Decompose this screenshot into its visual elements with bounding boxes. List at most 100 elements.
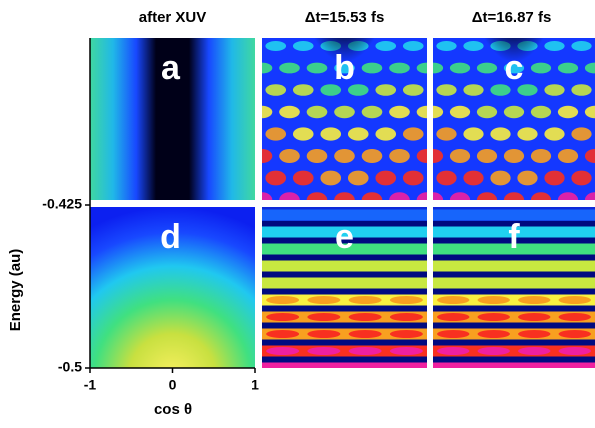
x-tick-label: 1 (251, 377, 259, 393)
heatmap-band (433, 243, 595, 255)
heatmap-blob (265, 127, 287, 141)
y-tick-label: -0.5 (58, 359, 82, 375)
heatmap-blob (477, 330, 510, 338)
panel-label: f (508, 218, 520, 256)
x-tick-label: -1 (84, 377, 97, 393)
heatmap-blob (262, 105, 273, 119)
heatmap-blob (307, 296, 341, 304)
heatmap-blob (437, 364, 470, 368)
heatmap-blob (530, 149, 552, 163)
heatmap-blob (437, 313, 470, 321)
heatmap-blob (292, 127, 314, 141)
heatmap-blob (449, 105, 471, 119)
heatmap-blob (584, 192, 595, 200)
heatmap-blob (503, 192, 525, 200)
y-tick-label: -0.425 (42, 196, 82, 212)
heatmap-blob (518, 296, 551, 304)
panel-label: b (334, 49, 355, 87)
heatmap-band (433, 345, 595, 357)
heatmap-blob (279, 105, 300, 119)
heatmap-blob (477, 347, 510, 355)
heatmap-blob (433, 62, 444, 74)
heatmap-blob (530, 192, 552, 200)
heatmap-blob (361, 192, 383, 200)
heatmap-band (433, 328, 595, 340)
heatmap-blob (433, 149, 444, 163)
heatmap-blob (477, 313, 510, 321)
heatmap-band (262, 277, 427, 289)
heatmap-panel (262, 38, 427, 200)
heatmap-blob (571, 41, 592, 51)
heatmap-blob (584, 149, 595, 163)
heatmap-panel (262, 207, 427, 368)
heatmap-blob (389, 192, 410, 200)
heatmap-blob (433, 105, 444, 119)
heatmap-blob (437, 330, 470, 338)
heatmap-band (433, 277, 595, 289)
heatmap-dark (298, 38, 391, 160)
heatmap-dark (468, 38, 560, 160)
heatmap-blob (518, 330, 551, 338)
heatmap-blob (557, 105, 579, 119)
heatmap-blob (320, 170, 342, 186)
heatmap-blob (348, 313, 382, 321)
heatmap-band (262, 345, 427, 357)
heatmap-blob (584, 62, 595, 74)
heatmap-blob (584, 105, 595, 119)
panel-label: d (160, 218, 181, 256)
heatmap-band (262, 260, 427, 272)
heatmap-blob (279, 62, 300, 74)
heatmap-blob (265, 170, 287, 186)
heatmap-blob (389, 364, 423, 368)
heatmap-blob (571, 170, 592, 186)
heatmap-blob (307, 347, 341, 355)
heatmap-blob (306, 149, 328, 163)
heatmap-blob (292, 170, 314, 186)
heatmap-blob (265, 84, 287, 96)
heatmap-blob (402, 41, 424, 51)
heatmap-blob (436, 170, 457, 186)
x-axis-label: cos θ (154, 401, 192, 418)
heatmap-band (433, 260, 595, 272)
panels: a b c d e f (90, 38, 595, 368)
heatmap-blob (307, 364, 341, 368)
heatmap-blob (416, 192, 427, 200)
heatmap-blob (348, 330, 382, 338)
heatmap-top (262, 207, 427, 221)
heatmap-blob (402, 127, 424, 141)
heatmap-panel (90, 38, 255, 200)
heatmap-blob (477, 296, 510, 304)
y-axis-label: Energy (au) (7, 249, 24, 332)
heatmap-blob (557, 62, 579, 74)
heatmap-blob (437, 347, 470, 355)
heatmap-band (262, 362, 427, 368)
heatmap-blob (517, 170, 538, 186)
heatmap-blob (375, 170, 397, 186)
x-tick-label: 0 (169, 377, 177, 393)
heatmap-blob (558, 330, 591, 338)
heatmap-blob (262, 149, 273, 163)
heatmap-band (262, 226, 427, 238)
heatmap-panel (433, 207, 595, 368)
heatmap-blob (348, 347, 382, 355)
heatmap-blob (558, 364, 591, 368)
heatmap-panel (433, 38, 595, 200)
heatmap-blob (262, 62, 273, 74)
heatmap-blob (307, 330, 341, 338)
heatmap-blob (306, 192, 328, 200)
heatmap-blob (449, 149, 471, 163)
heatmap-blob (557, 192, 579, 200)
heatmap-blob (266, 364, 300, 368)
column-title: Δt=16.87 fs (472, 9, 552, 26)
heatmap-blob (416, 105, 427, 119)
heatmap-blob (558, 313, 591, 321)
heatmap-blob (389, 62, 410, 74)
heatmap-blob (449, 192, 471, 200)
heatmap-blob (571, 84, 592, 96)
heatmap-blob (266, 296, 300, 304)
heatmap-blob (476, 192, 498, 200)
heatmap-blob (558, 296, 591, 304)
heatmap-blob (437, 296, 470, 304)
heatmap-fill (90, 207, 255, 368)
